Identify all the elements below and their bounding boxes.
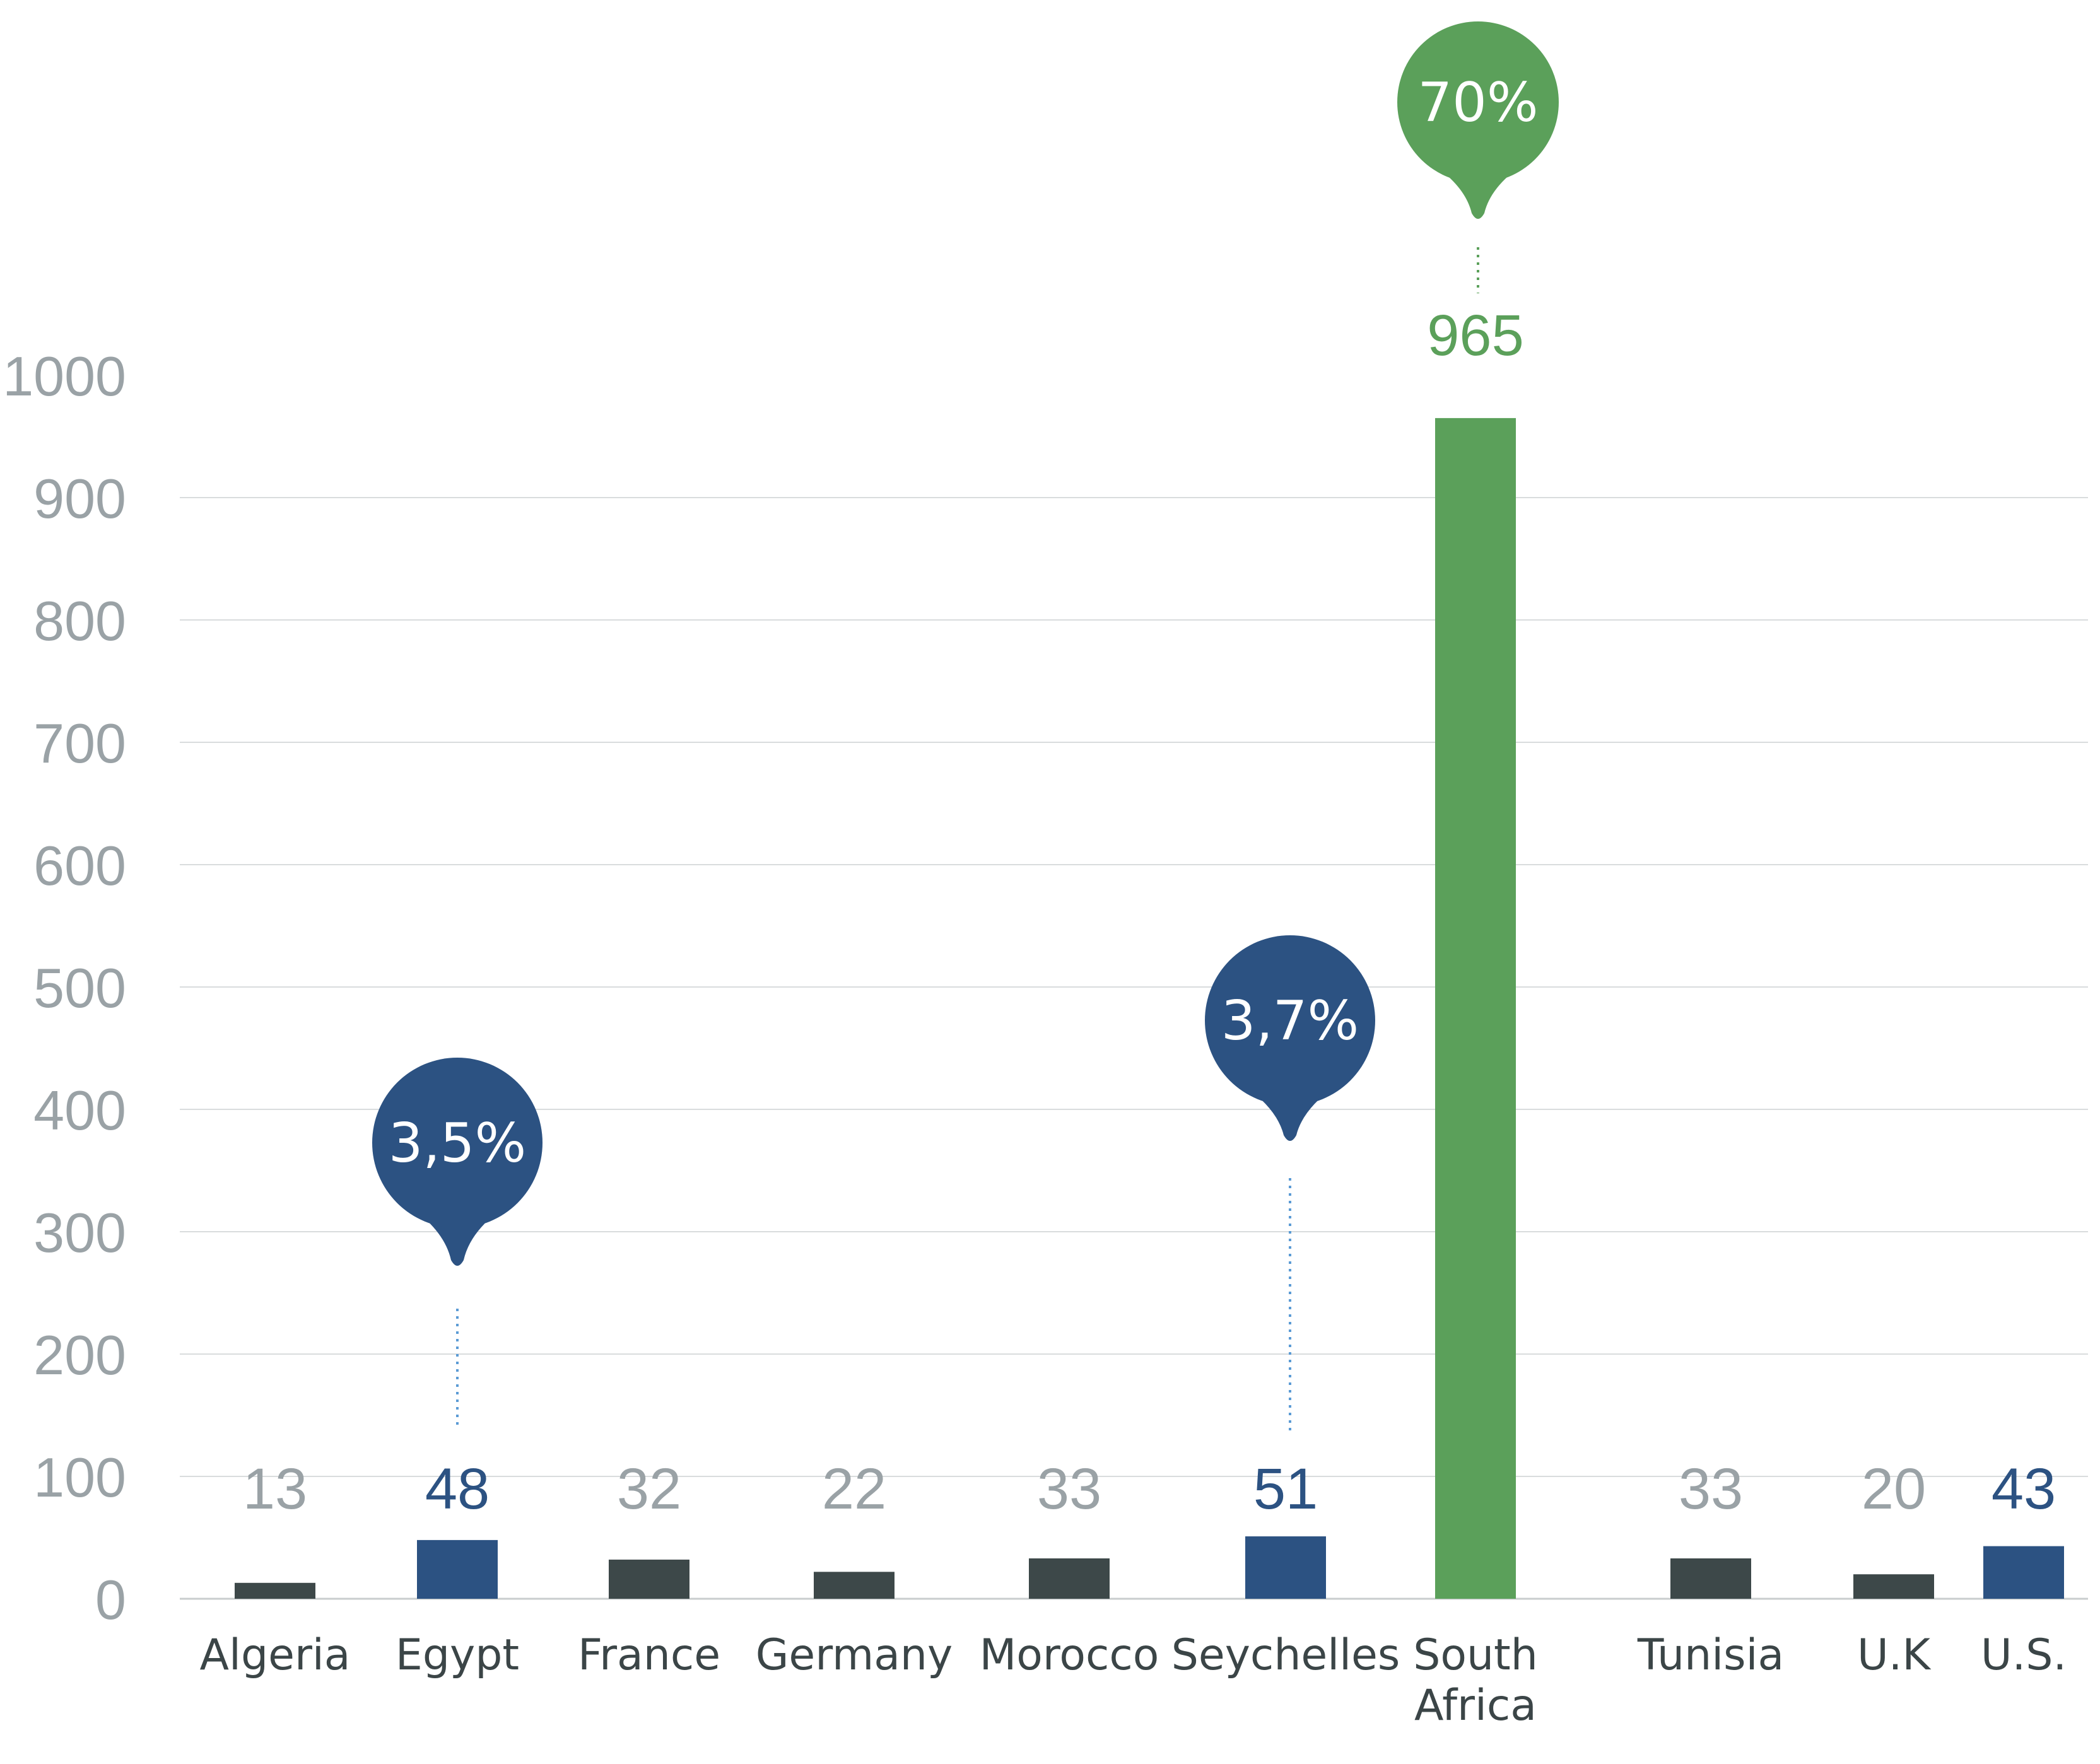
- data-label: 48: [425, 1457, 490, 1521]
- callout-label: 3,7%: [1221, 990, 1359, 1053]
- data-label: 51: [1253, 1457, 1318, 1521]
- data-label: 33: [1037, 1457, 1101, 1521]
- x-tick-label: Egypt: [396, 1630, 519, 1680]
- data-label: 43: [1991, 1457, 2056, 1521]
- x-tick-label: Tunisia: [1637, 1630, 1784, 1680]
- bar: [1245, 1536, 1326, 1599]
- y-tick-label: 700: [33, 712, 126, 774]
- x-tick-label: Africa: [1414, 1681, 1537, 1731]
- y-tick-label: 300: [33, 1201, 126, 1264]
- y-tick-label: 800: [33, 590, 126, 652]
- y-tick-label: 600: [33, 834, 126, 897]
- bar: [814, 1572, 895, 1599]
- y-tick-label: 100: [33, 1446, 126, 1509]
- x-tick-label: Morocco: [980, 1630, 1159, 1680]
- data-label: 20: [1862, 1457, 1926, 1521]
- y-tick-label: 0: [95, 1568, 126, 1631]
- bar: [1029, 1558, 1110, 1599]
- data-label: 965: [1427, 303, 1524, 368]
- callout-pin-bubble: [1205, 935, 1375, 1106]
- data-label: 13: [243, 1457, 307, 1521]
- x-tick-label: France: [578, 1630, 720, 1680]
- callout-label: 3,5%: [389, 1112, 527, 1175]
- data-label: 22: [822, 1457, 886, 1521]
- data-label: 32: [617, 1457, 681, 1521]
- x-tick-label: Germany: [756, 1630, 953, 1680]
- bar: [1435, 418, 1516, 1599]
- x-tick-label: Algeria: [200, 1630, 351, 1680]
- y-tick-label: 200: [33, 1324, 126, 1386]
- x-tick-label: U.S.: [1981, 1630, 2067, 1680]
- callout-pin-bubble: [1397, 21, 1559, 183]
- callout-pin-bubble: [372, 1058, 543, 1228]
- y-tick-label: 400: [33, 1079, 126, 1142]
- bar: [417, 1539, 498, 1599]
- y-tick-label: 1000: [3, 345, 126, 407]
- x-tick-label: South: [1413, 1630, 1538, 1680]
- data-label: 33: [1679, 1457, 1743, 1521]
- callout-label: 70%: [1417, 71, 1538, 134]
- bar: [1853, 1574, 1934, 1599]
- bar: [609, 1559, 689, 1599]
- bar: [1670, 1558, 1751, 1599]
- x-tick-label: U.K: [1857, 1630, 1932, 1680]
- bar: [235, 1582, 315, 1599]
- bar: [1983, 1546, 2064, 1599]
- x-tick-label: Seychelles: [1171, 1630, 1400, 1680]
- y-tick-label: 900: [33, 467, 126, 530]
- y-tick-label: 500: [33, 957, 126, 1019]
